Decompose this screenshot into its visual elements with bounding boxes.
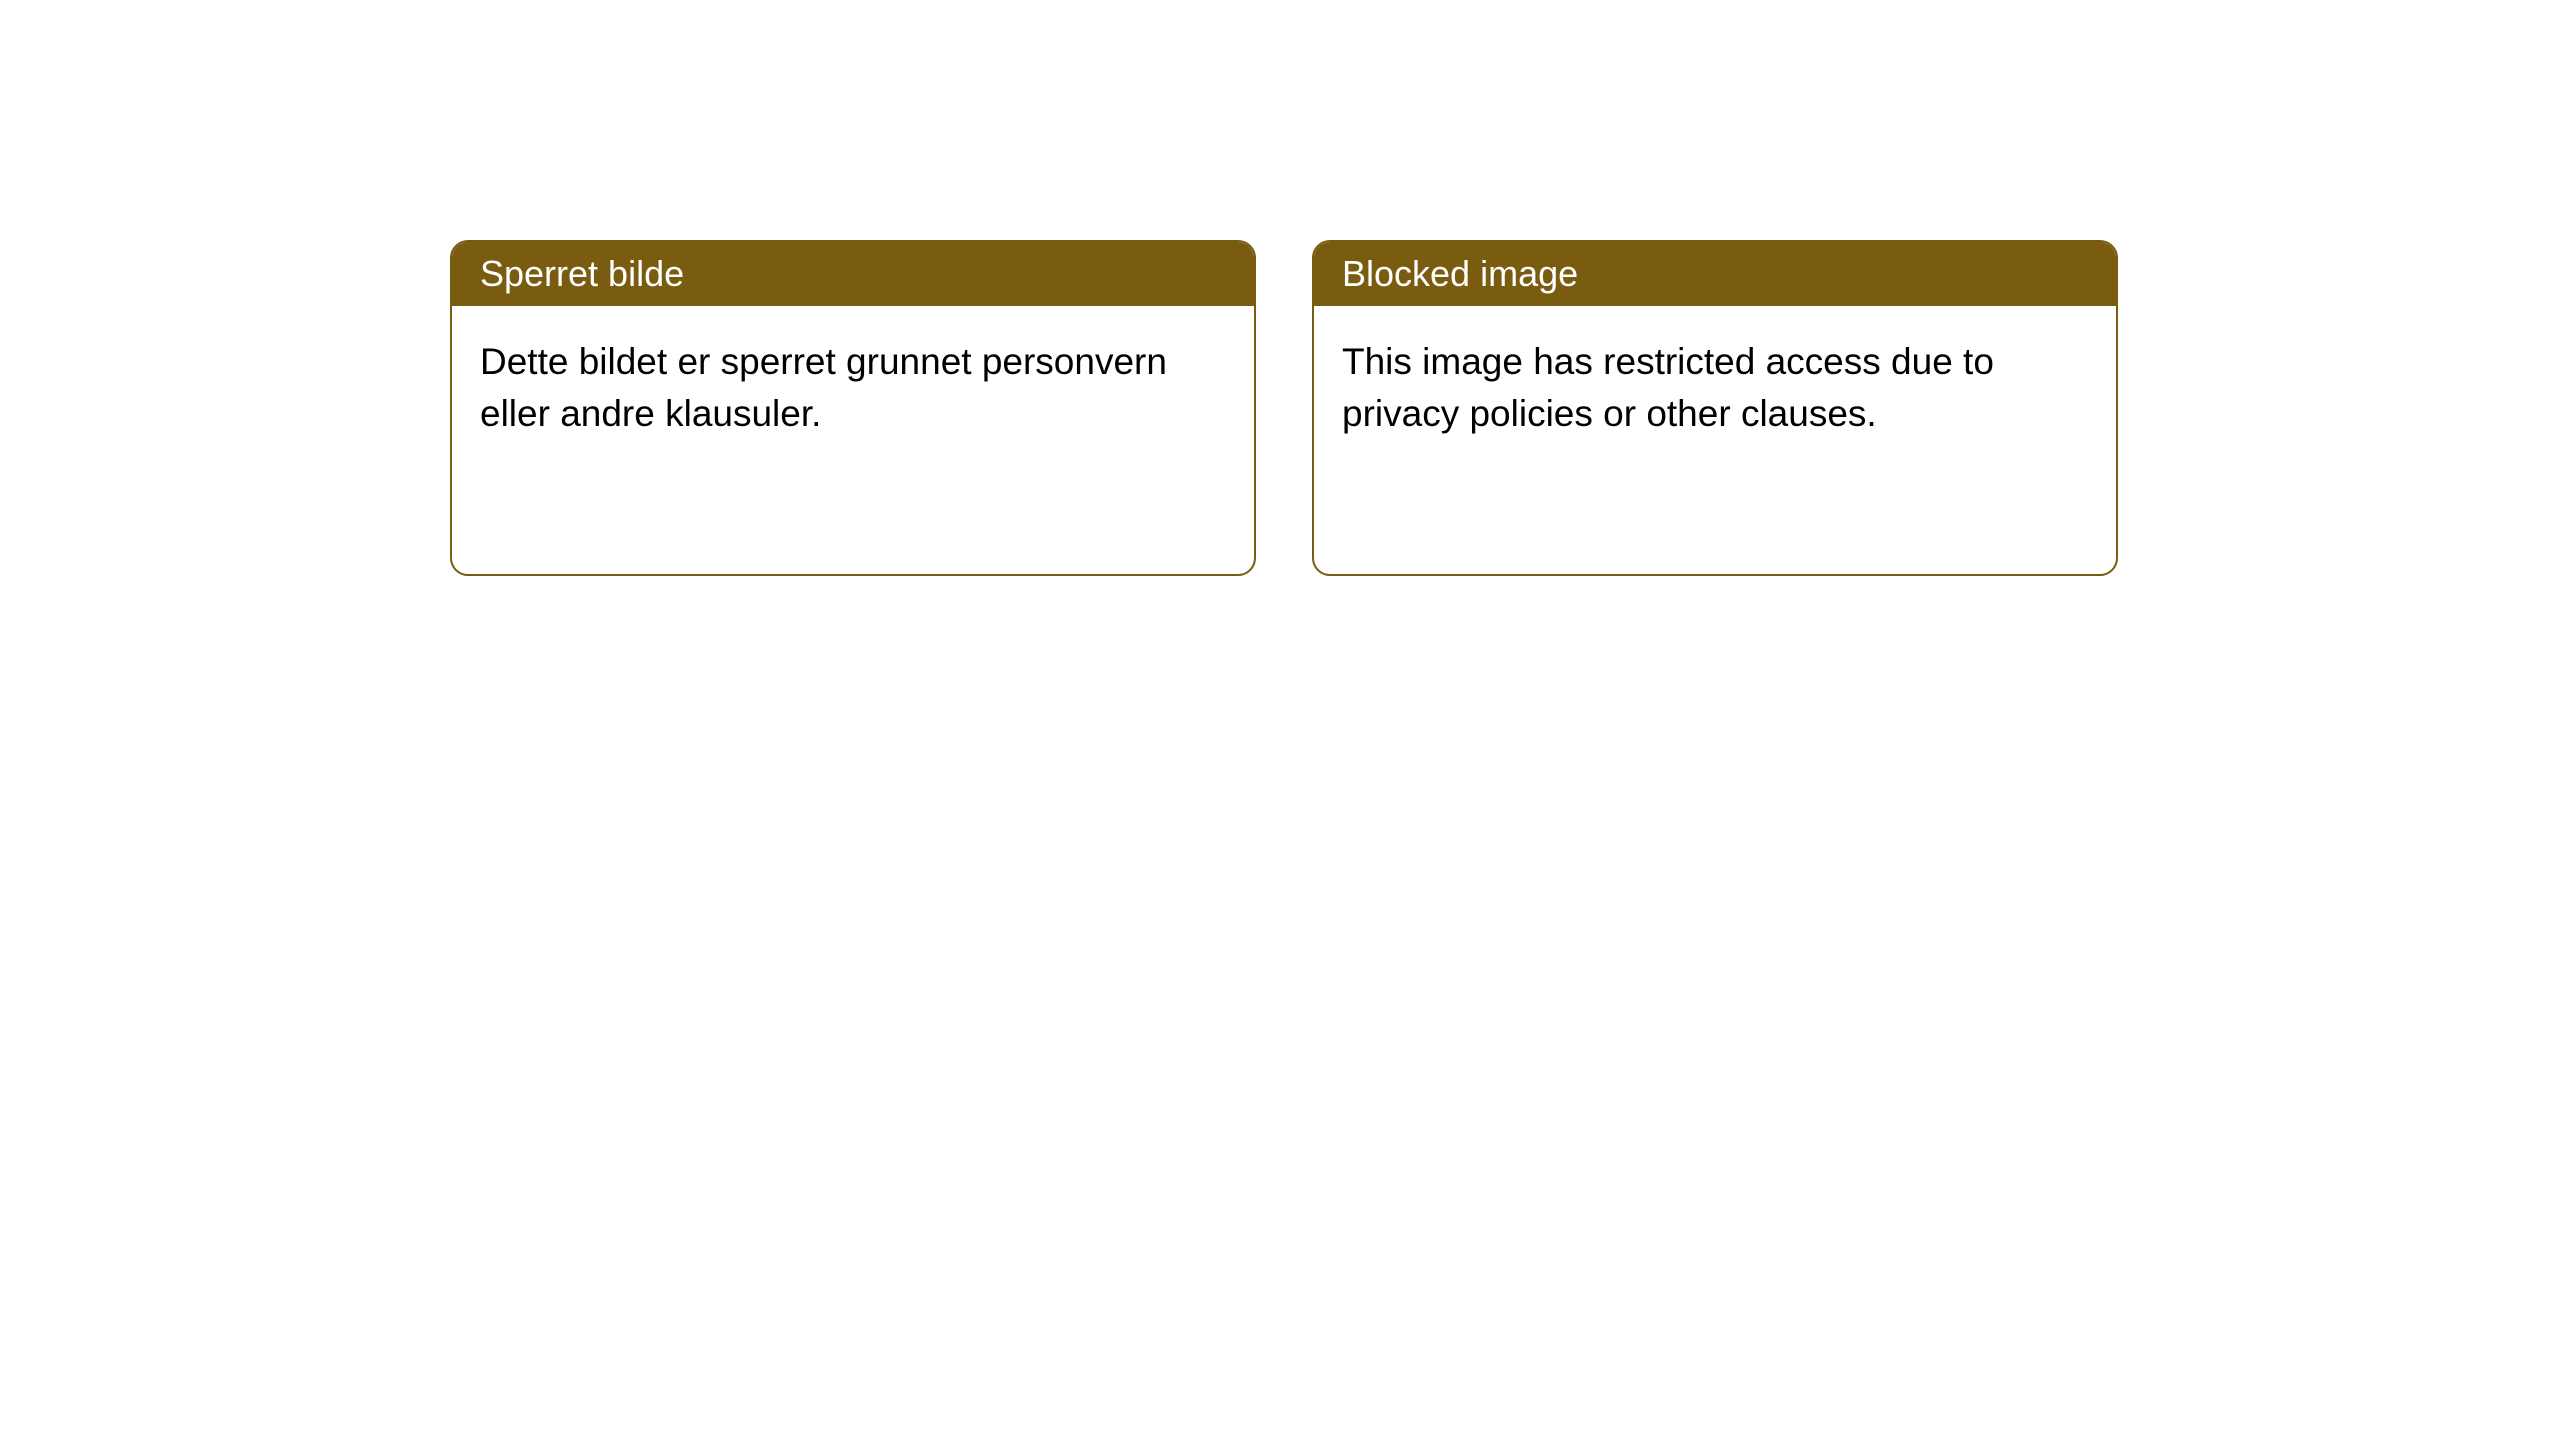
notice-header: Blocked image	[1314, 242, 2116, 306]
notice-container: Sperret bilde Dette bildet er sperret gr…	[0, 0, 2560, 576]
notice-body-text: This image has restricted access due to …	[1314, 306, 2116, 470]
notice-header: Sperret bilde	[452, 242, 1254, 306]
notice-card-norwegian: Sperret bilde Dette bildet er sperret gr…	[450, 240, 1256, 576]
notice-card-english: Blocked image This image has restricted …	[1312, 240, 2118, 576]
notice-body-text: Dette bildet er sperret grunnet personve…	[452, 306, 1254, 470]
